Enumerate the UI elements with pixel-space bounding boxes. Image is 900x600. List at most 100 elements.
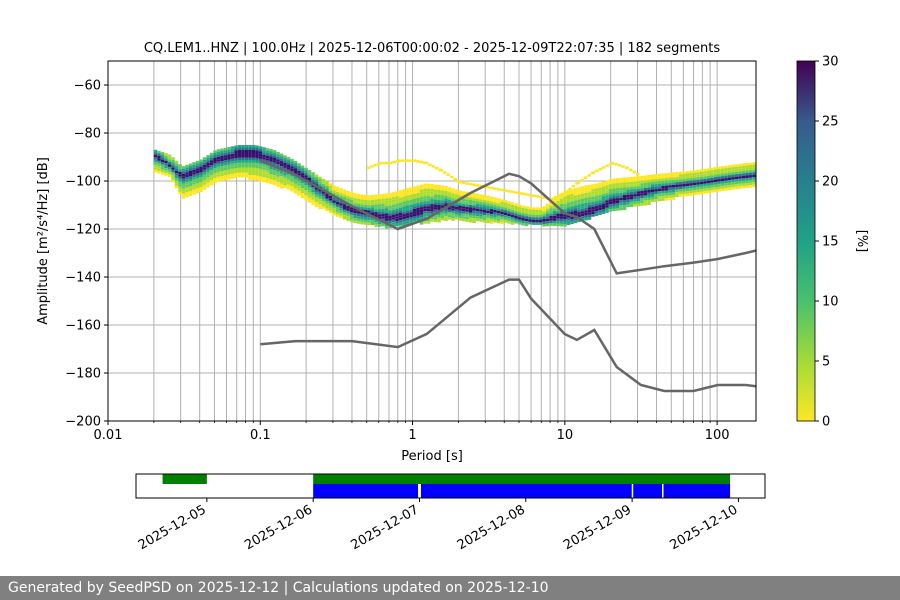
ppsd-bin [300, 173, 305, 176]
ppsd-bin [622, 177, 627, 180]
ppsd-bin [496, 210, 501, 214]
ppsd-bin [570, 199, 574, 202]
ppsd-bin [496, 220, 501, 224]
ppsd-bin [689, 190, 693, 194]
ppsd-bin [699, 181, 704, 185]
ppsd-bin [710, 190, 714, 193]
ppsd-bin [727, 177, 732, 181]
ppsd-bin [405, 220, 410, 224]
ppsd-bin [181, 188, 186, 192]
ppsd-bin [636, 203, 641, 207]
ppsd-bin [430, 189, 434, 192]
ppsd-bin [307, 200, 312, 203]
ppsd-bin [629, 199, 634, 202]
ppsd-bin [405, 218, 410, 221]
ppsd-bin [685, 188, 690, 192]
ppsd-bin [391, 197, 396, 200]
ppsd-bin [311, 194, 315, 198]
ppsd-bin [216, 166, 221, 170]
ppsd-bin [311, 172, 315, 175]
ppsd-bin [311, 177, 315, 180]
ppsd-bin [556, 208, 560, 212]
ppsd-bin [633, 189, 637, 192]
ppsd-bin [307, 190, 312, 193]
ppsd-bin [559, 218, 564, 222]
ppsd-bin [269, 166, 273, 169]
ppsd-bin [311, 199, 315, 203]
ppsd-bin [202, 164, 207, 168]
ppsd-bin [423, 183, 427, 187]
ppsd-bin [451, 195, 455, 199]
ppsd-bin [391, 202, 396, 205]
ppsd-bin [622, 182, 627, 185]
ppsd-bin [601, 206, 606, 209]
ppsd-bin [230, 176, 235, 179]
ppsd-bin [570, 209, 574, 212]
ppsd-bin [395, 211, 399, 214]
ppsd-bin [521, 213, 525, 216]
ppsd-bin [353, 203, 357, 206]
ppsd-bin [318, 181, 322, 185]
ppsd-bin [633, 191, 637, 195]
ppsd-outlier-bin [500, 188, 504, 192]
ppsd-bin [419, 192, 424, 195]
ppsd-bin [444, 208, 448, 211]
ppsd-bin [507, 218, 511, 222]
ppsd-bin [426, 211, 431, 214]
ppsd-bin [258, 176, 263, 179]
ppsd-bin [647, 177, 651, 180]
ppsd-bin [374, 204, 378, 208]
ppsd-bin [675, 179, 679, 183]
ppsd-bin [731, 182, 735, 185]
ppsd-outlier-bin [439, 169, 443, 172]
y-tick-label: −140 [65, 271, 101, 286]
ppsd-bin [409, 212, 413, 215]
ppsd-bin [454, 196, 459, 200]
ppsd-bin [405, 210, 410, 214]
ppsd-bin [503, 202, 508, 206]
ppsd-bin [171, 169, 175, 173]
ppsd-bin [202, 169, 207, 173]
ppsd-outlier-bin [542, 196, 546, 199]
ppsd-bin [416, 188, 420, 191]
ppsd-bin [391, 204, 396, 208]
ppsd-bin [258, 173, 263, 177]
ppsd-bin [573, 198, 578, 201]
ppsd-bin [668, 182, 672, 186]
ppsd-bin [671, 172, 676, 175]
ppsd-bin [300, 168, 305, 171]
ppsd-bin [647, 187, 651, 190]
ppsd-bin [556, 221, 560, 224]
ppsd-bin [339, 208, 343, 211]
ppsd-bin [251, 160, 256, 163]
ppsd-bin [699, 176, 704, 180]
ppsd-bin [472, 210, 476, 214]
ppsd-bin [668, 190, 672, 193]
ppsd-bin [447, 217, 452, 220]
ppsd-bin [465, 191, 469, 195]
ppsd-bin [423, 203, 427, 207]
ppsd-outlier-bin [564, 190, 569, 194]
ppsd-bin [251, 167, 256, 170]
ppsd-bin [185, 194, 189, 198]
ppsd-bin [573, 200, 578, 204]
ppsd-bin [552, 213, 557, 216]
ppsd-bin [734, 166, 739, 170]
ppsd-bin [220, 176, 224, 179]
ppsd-bin [745, 165, 749, 168]
ppsd-bin [696, 184, 700, 188]
ppsd-bin [451, 215, 455, 219]
ppsd-bin [657, 188, 662, 192]
ppsd-bin [391, 212, 396, 215]
ppsd-bin [482, 202, 487, 205]
ppsd-bin [713, 182, 718, 185]
ppsd-bin [188, 186, 193, 189]
ppsd-bin [398, 217, 403, 221]
ppsd-bin [164, 173, 168, 176]
ppsd-bin [269, 156, 273, 159]
ppsd-bin [626, 194, 630, 198]
ppsd-bin [248, 145, 252, 148]
ppsd-bin [220, 166, 224, 169]
ppsd-bin [195, 178, 200, 181]
ppsd-bin [486, 210, 490, 214]
